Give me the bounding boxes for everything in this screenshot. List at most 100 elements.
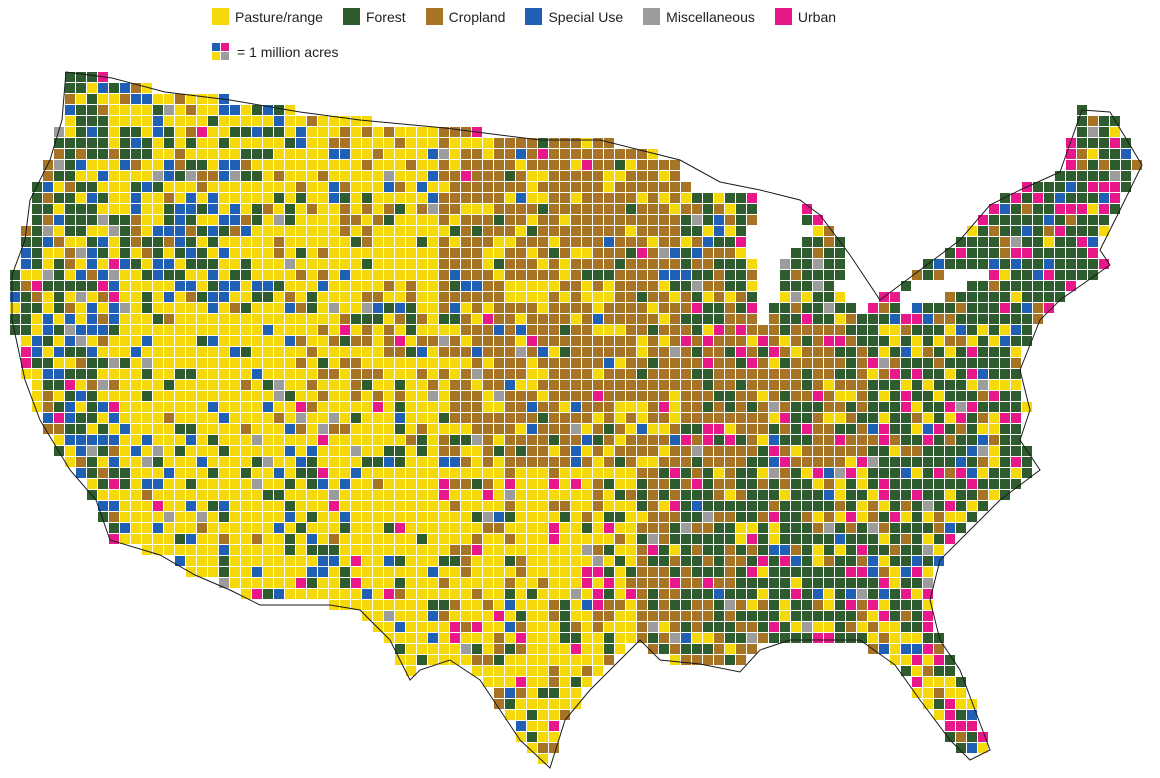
acre-cell-pasture bbox=[153, 138, 163, 148]
acre-cell-pasture bbox=[263, 182, 273, 192]
acre-cell-cropland bbox=[725, 248, 735, 258]
acre-cell-cropland bbox=[131, 226, 141, 236]
acre-cell-forest bbox=[54, 325, 64, 335]
acre-cell-cropland bbox=[1099, 160, 1109, 170]
acre-cell-pasture bbox=[175, 523, 185, 533]
acre-cell-urban bbox=[747, 534, 757, 544]
acre-cell-pasture bbox=[296, 160, 306, 170]
acre-cell-pasture bbox=[890, 622, 900, 632]
acre-cell-cropland bbox=[857, 380, 867, 390]
acre-cell-cropland bbox=[736, 490, 746, 500]
acre-cell-pasture bbox=[439, 567, 449, 577]
acre-cell-cropland bbox=[758, 424, 768, 434]
acre-cell-cropland bbox=[582, 325, 592, 335]
acre-cell-pasture bbox=[406, 237, 416, 247]
acre-cell-special bbox=[912, 303, 922, 313]
acre-cell-pasture bbox=[329, 578, 339, 588]
acre-cell-pasture bbox=[406, 578, 416, 588]
acre-cell-forest bbox=[439, 600, 449, 610]
acre-cell-pasture bbox=[54, 204, 64, 214]
acre-cell-pasture bbox=[670, 402, 680, 412]
acre-cell-cropland bbox=[835, 457, 845, 467]
acre-cell-forest bbox=[802, 259, 812, 269]
acre-cell-cropland bbox=[604, 215, 614, 225]
acre-cell-pasture bbox=[153, 358, 163, 368]
acre-cell-forest bbox=[1033, 215, 1043, 225]
acre-cell-forest bbox=[1121, 171, 1131, 181]
acre-cell-pasture bbox=[538, 292, 548, 302]
acre-cell-pasture bbox=[549, 655, 559, 665]
acre-cell-misc bbox=[879, 358, 889, 368]
acre-cell-forest bbox=[274, 281, 284, 291]
acre-cell-forest bbox=[65, 171, 75, 181]
acre-cell-forest bbox=[54, 171, 64, 181]
acre-cell-forest bbox=[505, 512, 515, 522]
acre-cell-pasture bbox=[307, 226, 317, 236]
acre-cell-forest bbox=[681, 314, 691, 324]
acre-cell-cropland bbox=[538, 160, 548, 170]
acre-cell-forest bbox=[835, 589, 845, 599]
acre-cell-cropland bbox=[659, 226, 669, 236]
acre-cell-pasture bbox=[32, 314, 42, 324]
acre-cell-forest bbox=[659, 545, 669, 555]
acre-cell-forest bbox=[857, 314, 867, 324]
acre-cell-cropland bbox=[648, 347, 658, 357]
acre-cell-forest bbox=[1000, 369, 1010, 379]
acre-cell-pasture bbox=[582, 644, 592, 654]
acre-cell-special bbox=[681, 633, 691, 643]
acre-cell-pasture bbox=[329, 391, 339, 401]
acre-cell-cropland bbox=[505, 160, 515, 170]
legend-swatch-urban bbox=[774, 8, 792, 25]
acre-cell-forest bbox=[208, 281, 218, 291]
acre-cell-forest bbox=[857, 413, 867, 423]
acre-cell-pasture bbox=[186, 413, 196, 423]
acre-cell-pasture bbox=[461, 424, 471, 434]
acre-cell-special bbox=[186, 204, 196, 214]
acre-cell-forest bbox=[758, 523, 768, 533]
acre-cell-pasture bbox=[505, 292, 515, 302]
acre-cell-pasture bbox=[109, 369, 119, 379]
acre-cell-pasture bbox=[241, 457, 251, 467]
acre-cell-special bbox=[846, 589, 856, 599]
acre-cell-cropland bbox=[857, 424, 867, 434]
acre-cell-cropland bbox=[604, 248, 614, 258]
acre-cell-cropland bbox=[560, 369, 570, 379]
acre-cell-urban bbox=[736, 237, 746, 247]
acre-cell-pasture bbox=[549, 644, 559, 654]
acre-cell-pasture bbox=[340, 380, 350, 390]
acre-cell-pasture bbox=[219, 523, 229, 533]
acre-cell-pasture bbox=[197, 545, 207, 555]
acre-cell-forest bbox=[681, 468, 691, 478]
acre-cell-special bbox=[582, 435, 592, 445]
acre-cell-forest bbox=[791, 402, 801, 412]
acre-cell-pasture bbox=[725, 204, 735, 214]
acre-cell-cropland bbox=[791, 545, 801, 555]
acre-cell-forest bbox=[945, 303, 955, 313]
acre-cell-pasture bbox=[626, 545, 636, 555]
acre-cell-pasture bbox=[197, 358, 207, 368]
acre-cell-forest bbox=[736, 380, 746, 390]
acre-cell-forest bbox=[538, 138, 548, 148]
acre-cell-pasture bbox=[472, 633, 482, 643]
acre-cell-pasture bbox=[1022, 402, 1032, 412]
acre-cell-special bbox=[87, 303, 97, 313]
acre-cell-pasture bbox=[604, 556, 614, 566]
acre-cell-pasture bbox=[10, 303, 20, 313]
acre-cell-pasture bbox=[274, 545, 284, 555]
acre-cell-urban bbox=[483, 314, 493, 324]
acre-cell-cropland bbox=[648, 490, 658, 500]
acre-cell-forest bbox=[736, 435, 746, 445]
acre-cell-pasture bbox=[329, 402, 339, 412]
acre-cell-cropland bbox=[824, 556, 834, 566]
acre-cell-pasture bbox=[241, 369, 251, 379]
acre-cell-urban bbox=[483, 490, 493, 500]
acre-cell-special bbox=[76, 160, 86, 170]
acre-cell-pasture bbox=[131, 413, 141, 423]
acre-cell-urban bbox=[681, 435, 691, 445]
acre-cell-pasture bbox=[263, 193, 273, 203]
acre-cell-forest bbox=[65, 72, 75, 82]
acre-cell-forest bbox=[714, 391, 724, 401]
acre-cell-pasture bbox=[406, 171, 416, 181]
acre-cell-pasture bbox=[351, 457, 361, 467]
acre-cell-cropland bbox=[593, 479, 603, 489]
